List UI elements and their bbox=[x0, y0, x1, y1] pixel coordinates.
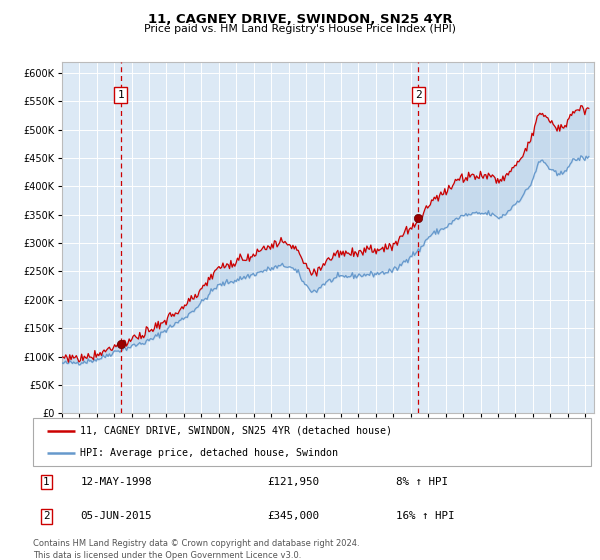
Text: 8% ↑ HPI: 8% ↑ HPI bbox=[396, 477, 448, 487]
FancyBboxPatch shape bbox=[33, 418, 591, 466]
Text: 2: 2 bbox=[415, 90, 421, 100]
Text: 11, CAGNEY DRIVE, SWINDON, SN25 4YR (detached house): 11, CAGNEY DRIVE, SWINDON, SN25 4YR (det… bbox=[80, 426, 392, 436]
Text: Contains HM Land Registry data © Crown copyright and database right 2024.
This d: Contains HM Land Registry data © Crown c… bbox=[33, 539, 359, 559]
Text: 05-JUN-2015: 05-JUN-2015 bbox=[80, 511, 152, 521]
Text: 16% ↑ HPI: 16% ↑ HPI bbox=[396, 511, 454, 521]
Text: 2: 2 bbox=[43, 511, 50, 521]
Text: 1: 1 bbox=[43, 477, 50, 487]
Text: 12-MAY-1998: 12-MAY-1998 bbox=[80, 477, 152, 487]
Text: £345,000: £345,000 bbox=[268, 511, 319, 521]
Text: £121,950: £121,950 bbox=[268, 477, 319, 487]
Text: 1: 1 bbox=[117, 90, 124, 100]
Text: HPI: Average price, detached house, Swindon: HPI: Average price, detached house, Swin… bbox=[80, 448, 338, 458]
Text: Price paid vs. HM Land Registry's House Price Index (HPI): Price paid vs. HM Land Registry's House … bbox=[144, 24, 456, 34]
Text: 11, CAGNEY DRIVE, SWINDON, SN25 4YR: 11, CAGNEY DRIVE, SWINDON, SN25 4YR bbox=[148, 13, 452, 26]
